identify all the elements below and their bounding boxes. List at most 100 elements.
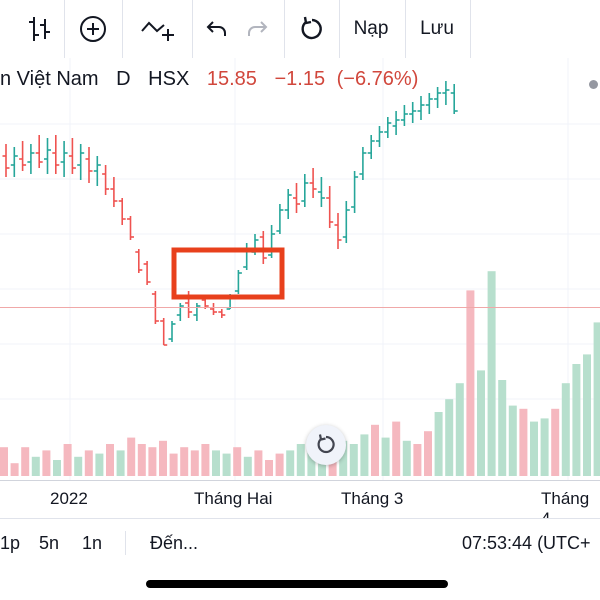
toolbar-separator — [339, 0, 340, 58]
x-tick-label: Tháng Hai — [194, 489, 273, 508]
volume-bar — [498, 380, 507, 476]
volume-bar — [519, 408, 528, 476]
volume-bar — [540, 418, 549, 476]
volume-bar — [137, 444, 146, 476]
volume-bar — [381, 437, 390, 476]
ohlc-bar — [268, 225, 276, 258]
ohlc-bar — [102, 165, 110, 195]
bottom-separator — [125, 531, 126, 555]
interval-label: D — [116, 68, 131, 90]
indicators-button[interactable] — [130, 0, 186, 58]
add-button[interactable] — [70, 0, 116, 58]
ohlc-bar — [143, 261, 151, 285]
toolbar-separator — [192, 0, 193, 58]
legend-menu-icon[interactable] — [589, 80, 598, 89]
reset-chart-button[interactable] — [306, 425, 346, 465]
redo-button[interactable] — [240, 0, 274, 58]
volume-bar — [296, 444, 305, 476]
volume-bar — [572, 364, 581, 476]
volume-bar — [360, 434, 369, 476]
volume-bar — [127, 437, 136, 476]
toolbar-separator — [284, 0, 285, 58]
volume-bar — [148, 447, 157, 476]
reload-icon — [301, 16, 322, 40]
volume-bar — [190, 450, 199, 476]
undo-icon — [206, 21, 226, 36]
ohlc-bar — [218, 309, 226, 318]
volume-bar — [106, 444, 114, 476]
load-button-label: Nạp — [353, 18, 389, 39]
volume-bar — [74, 456, 83, 476]
home-indicator[interactable] — [146, 580, 448, 588]
volume-bar — [551, 408, 560, 476]
ohlc-bar — [342, 201, 350, 243]
ohlc-bar — [27, 144, 35, 174]
volume-bar — [254, 450, 263, 476]
volume-bar — [424, 431, 432, 476]
toolbar-separator — [64, 0, 65, 58]
symbol-legend[interactable]: n Việt Nam D HSX 15.85 −1.15 (−6.76%) — [0, 68, 430, 94]
ohlc-bar — [176, 303, 184, 321]
volume-bar — [10, 463, 19, 476]
ohlc-bar — [243, 243, 251, 270]
range-5d-button[interactable]: 5n — [39, 533, 60, 553]
volume-bar — [275, 453, 284, 476]
save-button-label: Lưu — [420, 18, 454, 39]
toolbar-separator — [470, 0, 471, 58]
last-price: 15.85 — [206, 68, 257, 90]
load-button[interactable]: Nạp — [342, 0, 400, 58]
volume-bar — [561, 383, 570, 476]
undo-button[interactable] — [200, 0, 234, 58]
time-axis[interactable]: 2022 Tháng Hai Tháng 3 Tháng 4 — [0, 480, 600, 528]
ohlc-bar — [168, 321, 176, 342]
volume-bar — [265, 460, 273, 476]
ohlc-bar — [210, 303, 217, 315]
volume-bar — [339, 440, 348, 476]
reload-button[interactable] — [290, 0, 334, 58]
volume-bar — [222, 453, 231, 476]
ohlc-bar — [442, 81, 450, 105]
volume-bar — [21, 447, 30, 476]
bar-type-button[interactable] — [14, 0, 64, 58]
plus-circle-icon — [80, 16, 106, 42]
clock-timezone[interactable]: 07:53:44 (UTC+ — [462, 533, 591, 553]
save-button[interactable]: Lưu — [408, 0, 466, 58]
price-chart[interactable] — [0, 58, 600, 480]
ohlc-bar — [193, 303, 201, 321]
ohlc-bar — [434, 87, 442, 108]
range-1d-button[interactable]: 1p — [0, 533, 21, 553]
ohlc-bar — [450, 84, 458, 114]
ohlc-bar — [317, 177, 325, 207]
ohlc-bar — [351, 171, 359, 213]
volume-bar — [286, 450, 295, 476]
ohlc-bars-icon — [29, 17, 50, 41]
toolbar-separator — [405, 0, 406, 58]
ohlc-bar — [85, 147, 93, 183]
volume-bar — [392, 421, 401, 476]
volume-bar — [169, 453, 178, 476]
ohlc-bar — [293, 183, 300, 213]
volume-bar — [349, 444, 358, 476]
volume-bar — [413, 444, 422, 476]
ohlc-bar — [127, 216, 134, 240]
volume-bar — [434, 412, 443, 476]
chart-canvas[interactable] — [0, 58, 600, 480]
ohlc-bar — [326, 186, 334, 228]
volume-bar — [201, 444, 210, 476]
goto-date-button[interactable]: Đến... — [150, 533, 199, 553]
volume-bar — [84, 450, 93, 476]
range-1y-button[interactable]: 1n — [82, 533, 103, 553]
toolbar-separator — [122, 0, 123, 58]
symbol-name: n Việt Nam — [0, 68, 99, 90]
volume-bar — [508, 405, 517, 476]
ohlc-bar — [384, 117, 392, 138]
bottom-toolbar: 1p 5n 1n Đến... 07:53:44 (UTC+ — [0, 518, 600, 567]
ohlc-bar — [425, 93, 433, 114]
ohlc-bar — [68, 138, 76, 174]
highlight-box-annotation — [171, 247, 285, 300]
volume-bar — [477, 370, 485, 476]
ohlc-bar — [110, 177, 118, 207]
volume-bar — [530, 421, 538, 476]
ohlc-bar — [77, 144, 85, 180]
reset-chart-icon — [317, 434, 335, 454]
